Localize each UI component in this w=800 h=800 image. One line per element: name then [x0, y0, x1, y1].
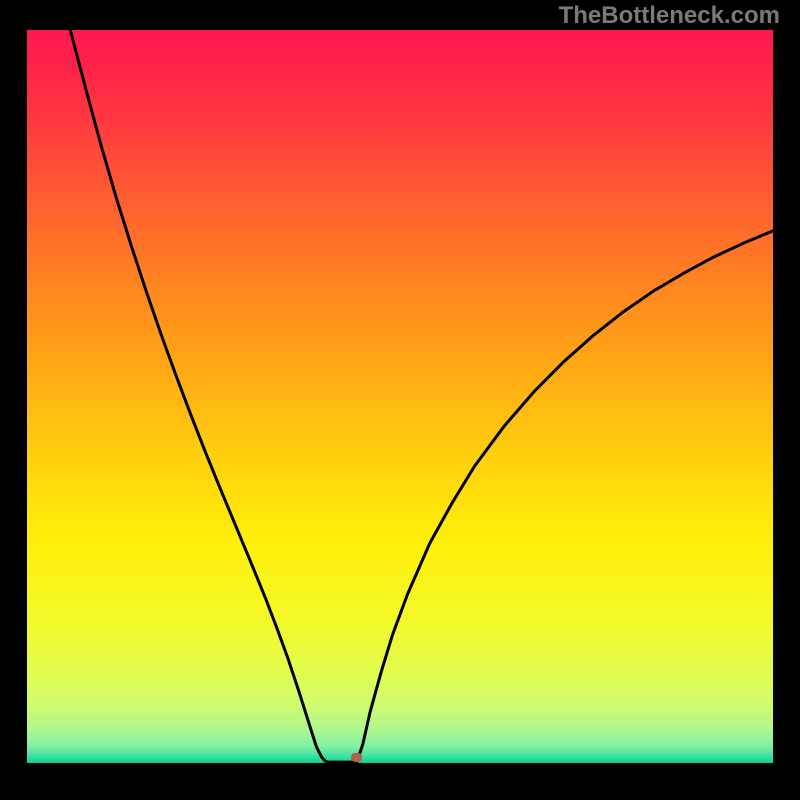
- optimal-point-marker: [351, 753, 362, 762]
- bottleneck-curve: [27, 30, 773, 763]
- plot-area: [27, 30, 773, 763]
- watermark-text: TheBottleneck.com: [559, 2, 780, 30]
- curve-path: [70, 30, 773, 762]
